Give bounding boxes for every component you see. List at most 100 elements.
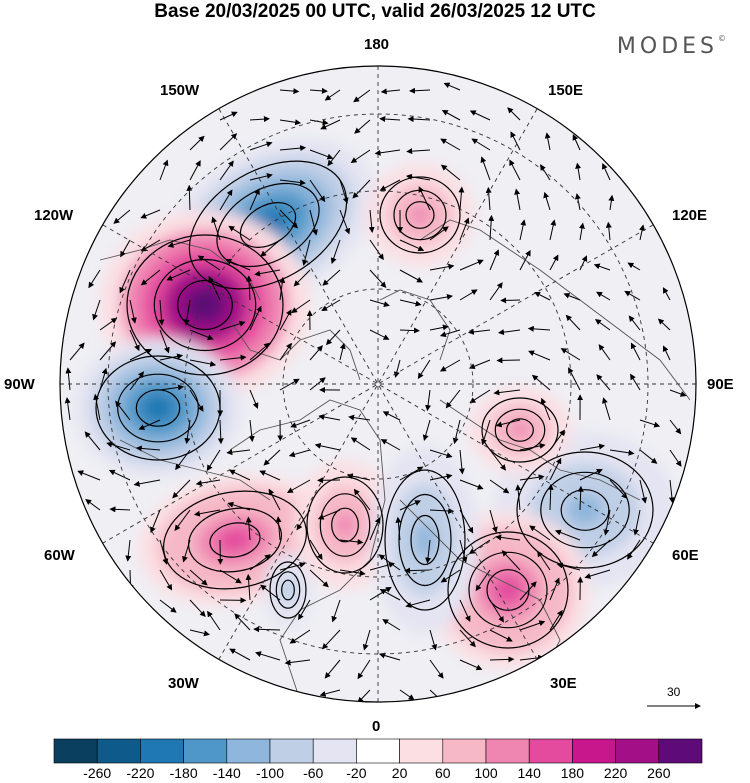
wind-arrow bbox=[382, 619, 401, 631]
wind-arrow bbox=[459, 599, 471, 623]
wind-arrow bbox=[458, 449, 465, 475]
wind-arrow bbox=[560, 348, 581, 361]
contour-3 bbox=[163, 490, 307, 590]
wind-arrow bbox=[159, 329, 170, 354]
wind-arrow bbox=[289, 629, 311, 644]
wind-arrow bbox=[399, 269, 423, 283]
wind-arrow bbox=[493, 389, 521, 396]
wind-arrow bbox=[129, 329, 140, 352]
colorbar-tick-label: -140 bbox=[212, 765, 241, 781]
lon-label-60w: 60W bbox=[44, 547, 75, 564]
wind-arrow bbox=[399, 239, 425, 252]
wind-arrow bbox=[639, 479, 648, 504]
wind-arrow bbox=[469, 389, 491, 404]
wind-arrow bbox=[495, 419, 521, 428]
wind-arrow bbox=[275, 516, 282, 541]
wind-arrow bbox=[354, 119, 371, 134]
wind-arrow bbox=[602, 397, 611, 421]
wind-arrow bbox=[249, 342, 270, 361]
wind-arrow bbox=[537, 550, 551, 571]
wind-arrow bbox=[184, 419, 191, 445]
wind-arrow bbox=[291, 299, 311, 314]
colorbar-tick-label: 140 bbox=[517, 765, 541, 781]
wind-arrow bbox=[159, 353, 184, 361]
wind-arrow bbox=[485, 186, 492, 211]
wind-arrow bbox=[290, 419, 311, 428]
wind-arrow bbox=[339, 538, 364, 545]
wind-arrow bbox=[662, 345, 671, 361]
wind-arrow bbox=[669, 419, 682, 435]
wind-arrow bbox=[669, 389, 687, 397]
wind-arrow bbox=[369, 239, 384, 261]
wind-arrow bbox=[279, 378, 300, 391]
contour-4 bbox=[306, 476, 384, 574]
wind-arrow bbox=[159, 384, 184, 391]
colorbar-swatch bbox=[96, 738, 141, 764]
wind-arrow bbox=[531, 374, 551, 391]
wind-arrow bbox=[69, 342, 85, 361]
wind-arrow bbox=[319, 689, 341, 697]
wind-arrow bbox=[441, 110, 461, 121]
wind-arrow bbox=[639, 419, 661, 428]
wind-arrow bbox=[167, 239, 191, 248]
colorbar-tick-label: -220 bbox=[126, 765, 155, 781]
wind-arrow bbox=[380, 88, 401, 95]
colorbar-tick-label: -100 bbox=[255, 765, 285, 781]
wind-arrow bbox=[174, 509, 191, 532]
colorbar-tick-label: -20 bbox=[346, 765, 367, 781]
wind-arrow bbox=[166, 269, 191, 281]
contour-10 bbox=[269, 561, 307, 619]
wind-arrow bbox=[293, 269, 311, 287]
modes-logo: MODES© bbox=[617, 34, 726, 59]
wind-arrow bbox=[320, 119, 341, 130]
wind-arrow bbox=[429, 324, 449, 331]
wind-arrow bbox=[254, 269, 281, 277]
wind-arrow bbox=[339, 342, 346, 361]
wind-arrow bbox=[353, 488, 371, 511]
wind-arrow bbox=[159, 539, 169, 565]
wind-arrow bbox=[113, 209, 131, 224]
colorbar-tick-label: -260 bbox=[83, 765, 112, 781]
wind-arrow bbox=[630, 373, 641, 391]
wind-arrow bbox=[321, 299, 341, 312]
wind-arrow bbox=[150, 509, 161, 534]
wind-arrow bbox=[249, 389, 259, 409]
wind-arrow bbox=[189, 329, 214, 341]
wind-arrow bbox=[668, 479, 675, 504]
wind-arrow bbox=[65, 367, 72, 391]
contour-2 bbox=[95, 355, 221, 461]
wind-arrow bbox=[309, 569, 329, 588]
wind-arrow bbox=[279, 179, 306, 186]
wind-arrow bbox=[489, 629, 513, 642]
lon-label-90w: 90W bbox=[4, 376, 35, 393]
wind-arrow bbox=[331, 599, 341, 623]
wind-arrow bbox=[219, 189, 233, 211]
wind-arrow bbox=[172, 479, 191, 499]
wind-arrow bbox=[489, 249, 500, 271]
wind-arrow bbox=[425, 539, 432, 564]
anomaly-positive-9 bbox=[468, 386, 572, 474]
wind-arrow bbox=[405, 173, 431, 181]
wind-arrow bbox=[318, 414, 341, 421]
graticule bbox=[60, 66, 696, 702]
contour-6 bbox=[447, 531, 569, 649]
wind-arrow bbox=[286, 479, 311, 493]
colorbar-tick-label: 20 bbox=[391, 765, 408, 781]
wind-arrow bbox=[627, 262, 641, 271]
wind-arrow bbox=[369, 517, 381, 541]
wind-arrow bbox=[568, 367, 581, 391]
wind-arrow bbox=[324, 659, 341, 679]
wind-arrow bbox=[549, 254, 559, 271]
wind-arrow bbox=[120, 239, 131, 258]
wind-arrow bbox=[369, 561, 395, 571]
wind-arrow bbox=[534, 291, 551, 301]
wind-arrow bbox=[596, 291, 611, 301]
wind-arrow bbox=[369, 269, 387, 288]
colorbar-swatch bbox=[485, 738, 530, 764]
wind-arrow bbox=[627, 539, 641, 560]
wind-arrow bbox=[158, 299, 165, 326]
wind-arrow bbox=[543, 191, 551, 211]
lon-label-180: 180 bbox=[364, 36, 390, 53]
wind-arrow bbox=[92, 299, 101, 321]
wind-arrow bbox=[489, 282, 503, 301]
